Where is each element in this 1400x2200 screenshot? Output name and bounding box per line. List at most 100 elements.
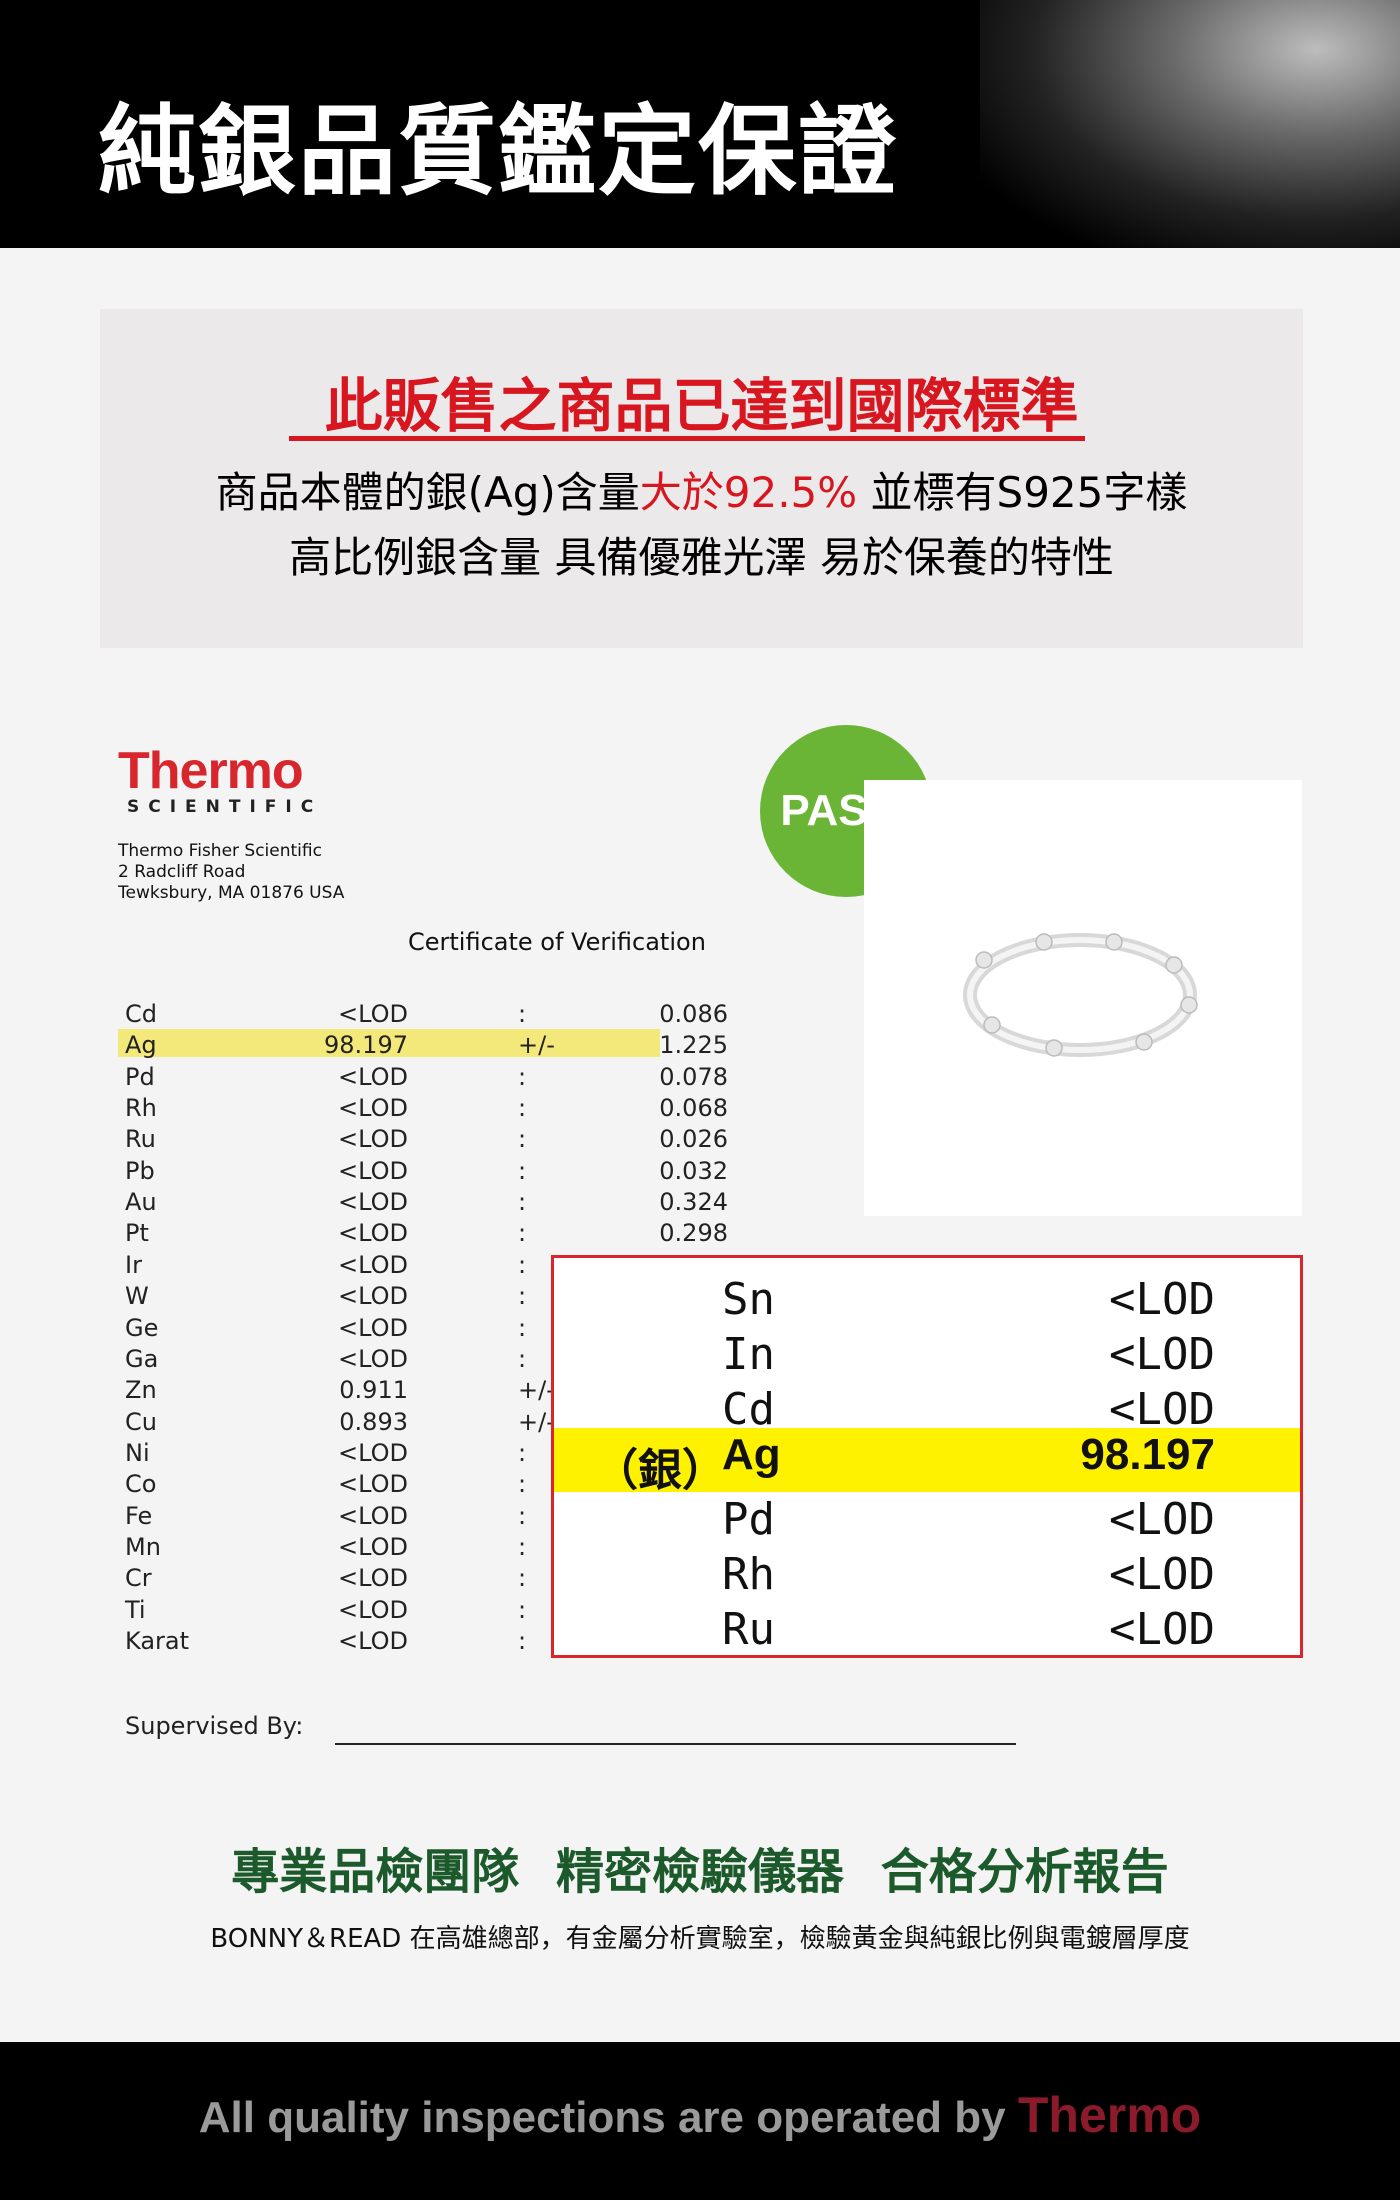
cell-err: 0.032 bbox=[659, 1156, 728, 1185]
cell-el: Ni bbox=[125, 1438, 150, 1467]
zoom-row: Rh <LOD bbox=[554, 1547, 1300, 1602]
zoom-row: （銀） Ag 98.197 bbox=[554, 1428, 1300, 1495]
logo-text: Thermo bbox=[118, 742, 304, 800]
zoom-row: Cd <LOD bbox=[554, 1382, 1300, 1437]
cell-sep: : bbox=[518, 1344, 527, 1373]
cell-el: Ag bbox=[125, 1031, 157, 1060]
cell-val: <LOD bbox=[338, 1438, 408, 1467]
zoom-element: Rh bbox=[722, 1549, 775, 1600]
zoom-value: 98.197 bbox=[1080, 1430, 1215, 1479]
table-row: Ga <LOD: bbox=[118, 1345, 728, 1375]
line1-text: 商品本體的銀(Ag)含量 bbox=[215, 468, 640, 517]
table-row: Ni <LOD: bbox=[118, 1439, 728, 1469]
zoom-value: <LOD bbox=[1109, 1274, 1215, 1325]
cell-sep: : bbox=[518, 1595, 527, 1624]
table-row: Pt <LOD: 0.298 bbox=[118, 1219, 728, 1249]
notice-heading: 此販售之商品已達到國際標準 bbox=[324, 372, 1079, 440]
model-photo bbox=[980, 0, 1400, 248]
zoom-element: Pd bbox=[722, 1494, 775, 1545]
notice-line-2: 高比例銀含量 具備優雅光澤 易於保養的特性 bbox=[289, 533, 1114, 582]
zoom-row: In <LOD bbox=[554, 1327, 1300, 1382]
ag-row-highlight bbox=[118, 1029, 660, 1057]
cell-sep: : bbox=[518, 1564, 527, 1593]
supervised-by-label: Supervised By: bbox=[125, 1712, 304, 1740]
table-row: Ru <LOD: 0.026 bbox=[118, 1125, 728, 1155]
cell-el: Pb bbox=[125, 1156, 155, 1185]
cell-el: Co bbox=[125, 1470, 157, 1499]
table-row: Rh <LOD: 0.068 bbox=[118, 1094, 728, 1124]
cell-el: Ir bbox=[125, 1250, 142, 1279]
notice-line-1: 商品本體的銀(Ag)含量大於92.5% 並標有S925字樣 bbox=[100, 459, 1303, 520]
thermo-logo: Thermo SCIENTIFIC bbox=[118, 745, 322, 817]
features-subtext: BONNY＆READ 在高雄總部，有金屬分析實驗室，檢驗黃金與純銀比例與電鍍層厚… bbox=[210, 1924, 1190, 1954]
zoom-element: Cd bbox=[722, 1384, 775, 1435]
cell-sep: : bbox=[518, 1094, 527, 1123]
cell-err: 0.078 bbox=[659, 1062, 728, 1091]
cell-el: W bbox=[125, 1282, 149, 1311]
cell-err: 1.225 bbox=[659, 1031, 728, 1060]
cell-sep: : bbox=[518, 1470, 527, 1499]
zoom-value: <LOD bbox=[1109, 1549, 1215, 1600]
zoom-element: Ru bbox=[722, 1604, 775, 1655]
footer-statement: All quality inspections are operated by bbox=[198, 2093, 1018, 2142]
cell-sep: : bbox=[518, 1627, 527, 1655]
cell-val: 0.911 bbox=[339, 1376, 408, 1405]
cell-el: Rh bbox=[125, 1094, 157, 1123]
table-row: Cd <LOD: 0.086 bbox=[118, 1000, 728, 1030]
table-row: Co <LOD: bbox=[118, 1470, 728, 1500]
table-row: W <LOD: bbox=[118, 1282, 728, 1312]
table-row: Au <LOD: 0.324 bbox=[118, 1188, 728, 1218]
silver-ring-icon bbox=[963, 933, 1198, 1057]
cell-el: Karat bbox=[125, 1627, 190, 1655]
cell-val: <LOD bbox=[338, 1344, 408, 1373]
line1-tail: 並標有S925字樣 bbox=[857, 468, 1188, 517]
zoom-value: <LOD bbox=[1109, 1604, 1215, 1655]
cell-sep: : bbox=[518, 1438, 527, 1467]
table-row: Zn 0.911 +/- bbox=[118, 1376, 728, 1406]
address-line: 2 Radcliff Road bbox=[118, 862, 246, 882]
cell-sep: : bbox=[518, 1000, 527, 1028]
cell-el: Pt bbox=[125, 1219, 149, 1248]
table-row: Cr <LOD: bbox=[118, 1564, 728, 1594]
cell-sep: : bbox=[518, 1532, 527, 1561]
table-row: Mn <LOD: bbox=[118, 1533, 728, 1563]
table-row: Pd <LOD: 0.078 bbox=[118, 1063, 728, 1093]
cell-err: 0.324 bbox=[659, 1188, 728, 1217]
cell-el: Ge bbox=[125, 1313, 159, 1342]
cell-val: 0.893 bbox=[339, 1407, 408, 1436]
cell-sep: +/- bbox=[518, 1407, 555, 1436]
cell-val: <LOD bbox=[338, 1501, 408, 1530]
zoom-element: Ag bbox=[722, 1430, 781, 1479]
cell-el: Ru bbox=[125, 1125, 156, 1154]
cell-val: <LOD bbox=[338, 1094, 408, 1123]
cell-sep: : bbox=[518, 1250, 527, 1279]
cell-err: 0.026 bbox=[659, 1125, 728, 1154]
footer-brand: Thermo bbox=[1017, 2087, 1202, 2143]
cell-el: Cu bbox=[125, 1407, 157, 1436]
cell-el: Cd bbox=[125, 1000, 157, 1028]
cell-val: <LOD bbox=[338, 1250, 408, 1279]
logo-subtext: SCIENTIFIC bbox=[127, 797, 323, 817]
line1-highlight: 大於92.5% bbox=[639, 468, 858, 517]
cell-val: <LOD bbox=[338, 1532, 408, 1561]
cell-sep: : bbox=[518, 1282, 527, 1311]
cell-val: <LOD bbox=[338, 1470, 408, 1499]
cell-el: Pd bbox=[125, 1062, 155, 1091]
cell-el: Ga bbox=[125, 1344, 159, 1373]
cell-err: 0.068 bbox=[659, 1094, 728, 1123]
cell-val: 98.197 bbox=[324, 1031, 408, 1060]
cell-el: Cr bbox=[125, 1564, 152, 1593]
zoom-row: Pd <LOD bbox=[554, 1492, 1300, 1547]
table-row: Karat <LOD: bbox=[118, 1627, 728, 1657]
cell-el: Fe bbox=[125, 1501, 153, 1530]
cell-el: Ti bbox=[125, 1595, 146, 1624]
cell-val: <LOD bbox=[338, 1188, 408, 1217]
table-row: Pb <LOD: 0.032 bbox=[118, 1157, 728, 1187]
certificate-title: Certificate of Verification bbox=[408, 928, 706, 956]
cell-val: <LOD bbox=[338, 1062, 408, 1091]
cell-el: Zn bbox=[125, 1376, 157, 1405]
cell-val: <LOD bbox=[338, 1125, 408, 1154]
cell-sep: : bbox=[518, 1156, 527, 1185]
zoom-element: Sn bbox=[722, 1274, 775, 1325]
cell-err: 0.298 bbox=[659, 1219, 728, 1248]
